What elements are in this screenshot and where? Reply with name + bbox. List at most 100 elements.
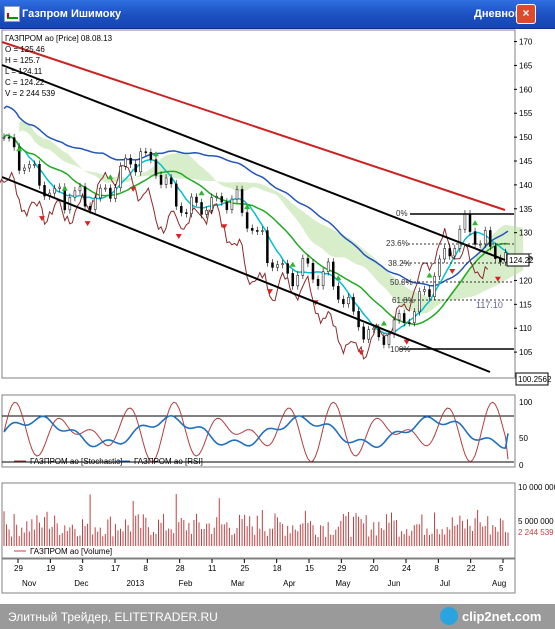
candle-body: [489, 230, 492, 247]
x-day-label: 29: [337, 564, 346, 573]
price-tick-label: 145: [519, 157, 533, 166]
candle-body: [154, 159, 158, 176]
candle-body: [418, 291, 421, 313]
chart-area[interactable]: 1701651601551501451401351301251201151101…: [0, 28, 555, 604]
clip2net-logo: clip2net.com: [440, 607, 550, 627]
lower-channel-line: [1, 176, 491, 373]
x-day-label: 19: [46, 564, 55, 573]
candle-body: [169, 177, 173, 185]
candle-body: [337, 285, 340, 300]
low-value: L = 124.11: [5, 67, 43, 76]
candle-body: [372, 327, 376, 330]
x-month-label: Dec: [74, 579, 88, 588]
price-tick-label: 120: [519, 276, 533, 285]
oscillator-legend: ГАЗПРОМ ао [Stochastic] ГАЗПРОМ ао [RSI]: [14, 457, 203, 466]
candle-body: [281, 263, 284, 265]
candle-body: [468, 213, 472, 232]
price-tick-label: 115: [519, 300, 532, 309]
candle-body: [58, 186, 61, 189]
oscillator-panel-frame: [1, 394, 516, 468]
candle-body: [129, 157, 132, 165]
candle-body: [159, 175, 163, 185]
buy-signal-arrow: [289, 261, 296, 267]
x-day-label: 18: [273, 564, 282, 573]
candle-body: [321, 271, 325, 287]
buy-signal-arrow: [16, 146, 23, 152]
fib-label-618: 61.8%: [392, 296, 415, 305]
candle-body: [73, 190, 77, 198]
stochastic-line: [3, 401, 509, 463]
bottom-value-tag: [515, 372, 549, 386]
sell-signal-arrow: [358, 350, 365, 356]
candle-body: [2, 136, 6, 139]
candle-body: [428, 289, 431, 297]
candle-body: [266, 230, 269, 264]
fib-label-100: 100%: [390, 345, 410, 354]
candle-body: [362, 326, 365, 340]
volume-y-axis: 10 000 000 5 000 000 2 244 539: [518, 483, 555, 537]
candle-body: [261, 230, 264, 232]
candle-body: [296, 275, 300, 287]
candle-body: [220, 196, 224, 203]
open-value: O = 125.46: [5, 45, 45, 54]
candle-body: [240, 189, 244, 213]
timeframe-label[interactable]: Дневной: [474, 8, 522, 20]
x-day-label: 8: [434, 564, 439, 573]
price-tick-label: 170: [519, 38, 533, 47]
high-value: H = 125.7: [5, 56, 40, 65]
candle-body: [180, 205, 183, 213]
candles: [2, 133, 507, 349]
buy-signal-arrow: [380, 320, 387, 326]
candle-body: [83, 186, 87, 207]
bottom-value-label: 100.2562: [518, 375, 552, 384]
candle-body: [413, 311, 416, 323]
ohlc-legend: ГАЗПРОМ ао [Price] 08.08.13 O = 125.46 H…: [5, 34, 113, 98]
price-y-axis: 1701651601551501451401351301251201151101…: [514, 38, 533, 357]
current-price-tag: [506, 253, 530, 267]
cloud-value-label: 117.10: [476, 300, 503, 310]
candle-body: [347, 296, 350, 305]
candle-body: [114, 187, 117, 199]
candle-body: [195, 196, 198, 203]
candle-body: [190, 196, 193, 214]
candle-body: [276, 264, 279, 268]
candle-body: [235, 189, 239, 200]
buy-signal-arrow: [244, 204, 251, 210]
indicator-lines: [0, 105, 509, 360]
candle-body: [392, 319, 396, 335]
candle-body: [33, 164, 36, 166]
candle-body: [473, 231, 477, 245]
candle-body: [407, 322, 411, 324]
candle-body: [164, 177, 168, 185]
close-button[interactable]: ×: [516, 4, 536, 24]
oscillator-y-axis: 100 50 0: [519, 398, 533, 470]
oscillator-lines: [3, 401, 509, 463]
osc-tick-0: 0: [519, 461, 524, 470]
sell-signal-arrow: [221, 224, 228, 230]
osc-tick-50: 50: [519, 434, 528, 443]
candle-body: [397, 313, 401, 321]
candle-body: [119, 165, 122, 189]
candle-body: [463, 213, 467, 230]
candle-body: [483, 230, 487, 245]
candle-body: [438, 258, 441, 277]
x-day-label: 25: [240, 564, 249, 573]
buy-signal-arrow: [426, 272, 433, 278]
volume-legend: ГАЗПРОМ ао [Volume]: [14, 547, 112, 556]
candle-body: [377, 327, 381, 338]
price-tick-label: 105: [519, 348, 533, 357]
candle-body: [448, 248, 451, 257]
candle-body: [342, 299, 345, 305]
clip2net-logo-text: clip2net.com: [462, 609, 542, 624]
upper-channel-line: [1, 64, 506, 261]
instrument-label: ГАЗПРОМ ао [Price] 08.08.13: [5, 34, 113, 43]
candle-body: [250, 228, 254, 231]
price-tick-label: 165: [519, 61, 533, 70]
candle-body: [311, 263, 315, 280]
candle-body: [109, 187, 112, 199]
sell-signal-arrow: [38, 216, 45, 222]
chikou-span-line: [0, 165, 489, 360]
rsi-line: [3, 414, 509, 449]
price-tick-label: 150: [519, 133, 533, 142]
candle-body: [245, 212, 249, 229]
